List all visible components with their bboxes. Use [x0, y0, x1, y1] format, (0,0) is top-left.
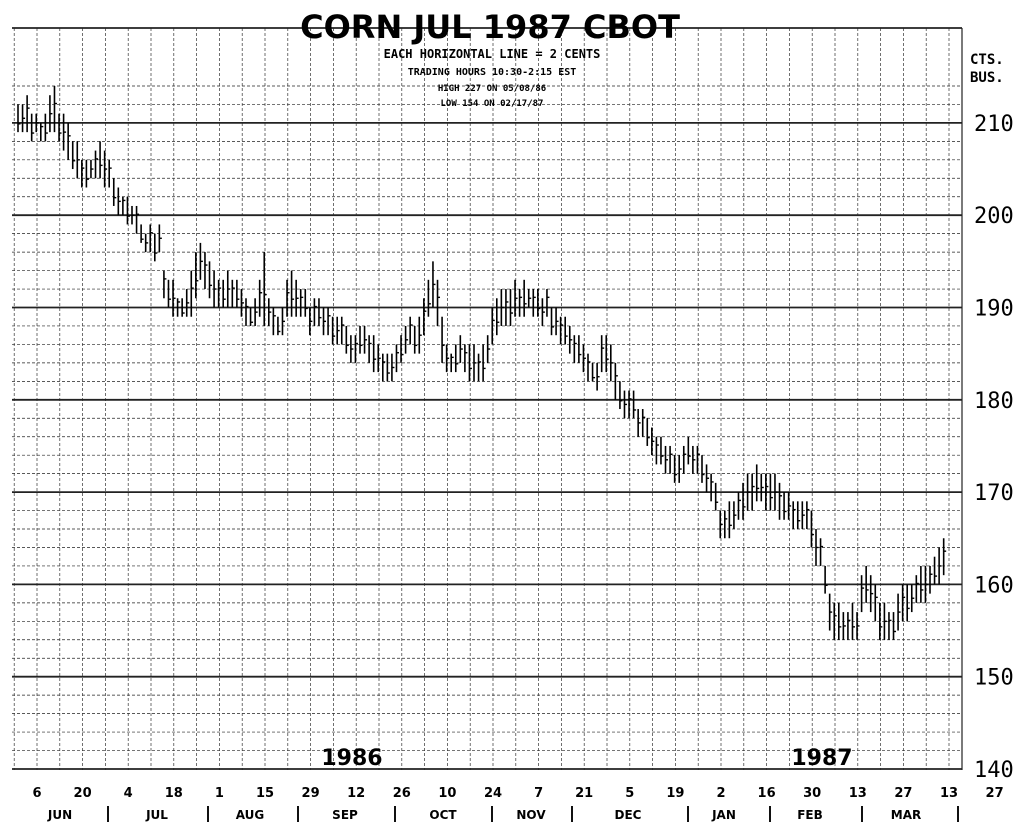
month-labels: JUN JUL AUG SEP OCT NOV DEC JAN FEB MAR: [47, 806, 959, 822]
month-label: AUG: [236, 808, 265, 822]
x-tick-label: 16: [758, 786, 776, 801]
month-label: JUL: [145, 808, 168, 822]
y-axis-label-line-1: CTS.: [970, 52, 1004, 68]
info-line-1: EACH HORIZONTAL LINE = 2 CENTS: [384, 47, 601, 61]
month-label: DEC: [615, 808, 642, 822]
x-tick-label: 27: [986, 786, 1004, 801]
x-tick-label: 2: [716, 786, 725, 801]
x-tick-label: 26: [393, 786, 411, 801]
info-line-3: HIGH 227 ON 05/08/86: [438, 84, 546, 94]
x-tick-label: 4: [124, 786, 133, 801]
x-tick-label: 13: [849, 786, 867, 801]
x-tick-label: 12: [347, 786, 365, 801]
x-tick-label: 5: [625, 786, 634, 801]
x-tick-label: 13: [940, 786, 958, 801]
month-label: JUN: [47, 808, 72, 822]
month-label: FEB: [797, 808, 823, 822]
y-tick-label: 150: [974, 666, 1014, 691]
major-gridlines: [12, 27, 963, 770]
y-tick-label: 170: [974, 481, 1014, 506]
x-tick-label: 15: [256, 786, 274, 801]
month-label: NOV: [516, 808, 546, 822]
x-tick-label: 20: [74, 786, 92, 801]
y-tick-labels: 140 150 160 170 180 190 200 210: [974, 112, 1014, 783]
y-tick-label: 210: [974, 112, 1014, 137]
month-label: JAN: [711, 808, 736, 822]
x-tick-label: 18: [165, 786, 183, 801]
x-tick-labels: 6 20 4 18 1 15 29 12 26 10 24 7 21 5 19 2 16 30 13 27 13 27: [32, 786, 1003, 801]
y-tick-label: 180: [974, 389, 1014, 414]
x-tick-label: 10: [438, 786, 456, 801]
x-tick-label: 24: [484, 786, 502, 801]
x-tick-label: 6: [32, 786, 41, 801]
y-axis-label: CTS. BUS.: [970, 52, 1004, 86]
y-axis-label-line-2: BUS.: [970, 70, 1004, 86]
x-tick-label: 29: [302, 786, 320, 801]
x-tick-label: 7: [534, 786, 543, 801]
x-tick-label: 21: [575, 786, 593, 801]
month-label: SEP: [332, 808, 358, 822]
y-tick-label: 160: [974, 573, 1014, 598]
y-tick-label: 200: [974, 204, 1014, 229]
price-bars: [17, 85, 947, 640]
x-tick-label: 1: [215, 786, 224, 801]
info-line-4: LOW 154 ON 02/17/87: [441, 99, 544, 109]
chart-info-block: EACH HORIZONTAL LINE = 2 CENTS TRADING H…: [384, 47, 601, 109]
x-tick-label: 27: [894, 786, 912, 801]
year-label-1987: 1987: [791, 746, 852, 771]
x-tick-label: 19: [666, 786, 684, 801]
y-tick-label: 190: [974, 297, 1014, 322]
month-label: OCT: [429, 808, 457, 822]
month-label: MAR: [891, 808, 921, 822]
y-tick-label: 140: [974, 758, 1014, 783]
x-tick-label: 30: [803, 786, 821, 801]
info-line-2: TRADING HOURS 10:30-2:15 EST: [408, 67, 577, 78]
year-label-1986: 1986: [321, 746, 382, 771]
chart-title: CORN JUL 1987 CBOT: [300, 8, 680, 46]
